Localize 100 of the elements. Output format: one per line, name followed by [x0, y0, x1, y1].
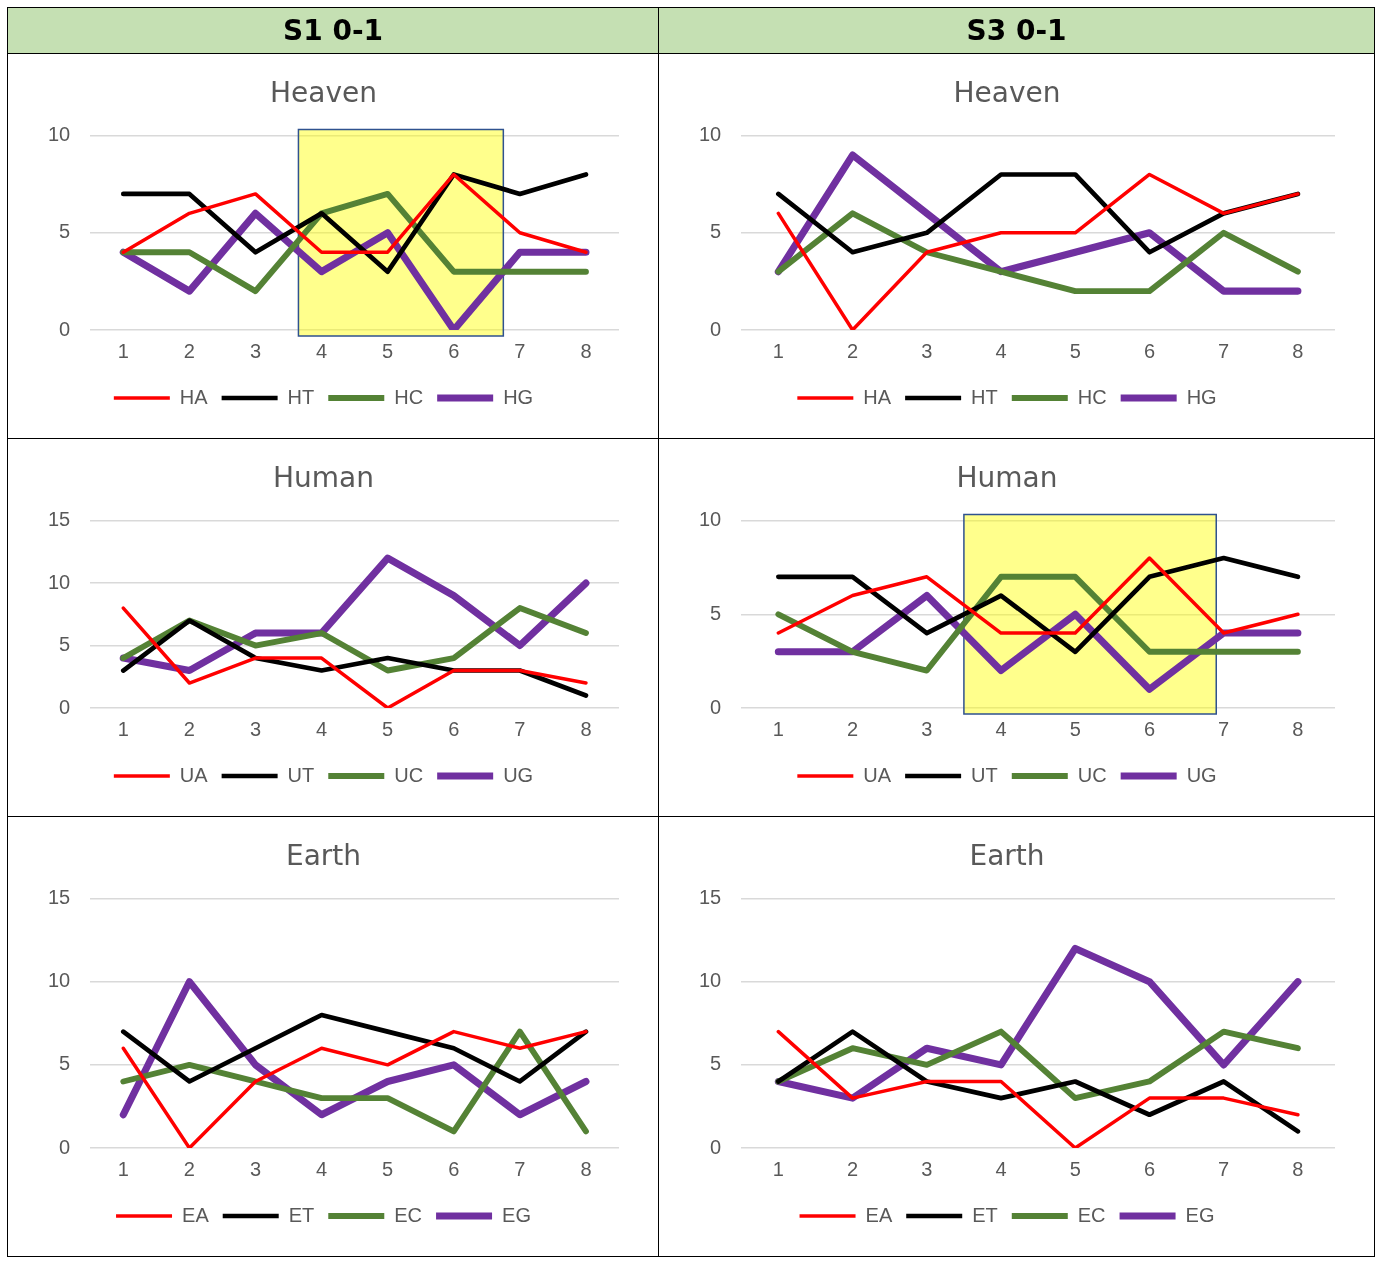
y-tick-label: 10	[699, 123, 722, 146]
text: S3 0-1	[659, 8, 1375, 54]
y-tick-label: 0	[59, 1135, 71, 1158]
x-tick-label: 2	[847, 717, 859, 740]
chart-title: Human	[273, 461, 374, 495]
legend-label: ET	[972, 1203, 998, 1226]
x-tick-label: 6	[1143, 1157, 1156, 1180]
x-tick-label: 7	[514, 1157, 526, 1180]
legend-label: HC	[1077, 385, 1107, 408]
y-tick-label: 10	[699, 508, 722, 531]
x-tick-label: 6	[1143, 717, 1156, 740]
legend-label: UC	[1077, 763, 1107, 786]
x-tick-label: 5	[382, 1157, 394, 1180]
x-tick-label: 7	[1218, 339, 1230, 362]
x-tick-label: 6	[448, 717, 460, 740]
x-tick-label: 3	[921, 339, 933, 362]
x-tick-label: 4	[316, 1157, 328, 1180]
chart-title: Earth	[969, 839, 1045, 873]
x-tick-label: 5	[1069, 339, 1081, 362]
x-tick-label: 2	[847, 339, 859, 362]
legend-label: HT	[287, 385, 315, 408]
legend-label: UC	[394, 763, 424, 786]
text: S1 0-1	[8, 8, 659, 54]
x-tick-label: 1	[117, 1157, 129, 1180]
y-tick-label: 0	[710, 695, 722, 718]
x-tick-label: 3	[921, 1157, 933, 1180]
x-tick-label: 8	[1292, 717, 1304, 740]
y-tick-label: 5	[59, 1052, 71, 1075]
x-tick-label: 3	[249, 339, 262, 362]
legend-label: EA	[182, 1203, 210, 1226]
legend-label: HT	[971, 385, 998, 408]
chart-title: Human	[956, 461, 1058, 495]
x-tick-label: 6	[448, 1157, 460, 1180]
legend-label: HC	[394, 385, 424, 408]
x-tick-label: 1	[772, 1157, 784, 1180]
x-tick-label: 4	[995, 339, 1007, 362]
x-tick-label: 6	[448, 339, 460, 362]
legend-label: EC	[394, 1203, 423, 1226]
chart-title: Heaven	[270, 76, 377, 110]
x-tick-label: 7	[514, 339, 526, 362]
legend-label: EG	[502, 1203, 531, 1226]
x-tick-label: 2	[183, 717, 195, 740]
legend-label: HG	[503, 385, 534, 408]
legend-label: ET	[288, 1203, 315, 1226]
y-tick-label: 0	[710, 1135, 722, 1158]
x-tick-label: 5	[1069, 717, 1081, 740]
x-tick-label: 5	[1069, 1157, 1081, 1180]
legend-label: HG	[1186, 385, 1217, 408]
y-tick-label: 15	[699, 886, 722, 909]
y-tick-label: 5	[710, 601, 722, 624]
x-tick-label: 1	[772, 717, 784, 740]
legend-label: EG	[1185, 1203, 1215, 1226]
x-tick-label: 4	[316, 339, 328, 362]
x-tick-label: 8	[1292, 339, 1304, 362]
x-tick-label: 2	[183, 339, 195, 362]
legend-label: UT	[971, 763, 998, 786]
chart-title: Heaven	[953, 76, 1061, 110]
y-tick-label: 10	[48, 969, 71, 992]
y-tick-label: 10	[48, 123, 71, 146]
x-tick-label: 3	[921, 717, 933, 740]
legend-label: UG	[503, 763, 534, 786]
y-tick-label: 15	[48, 508, 71, 531]
x-tick-label: 8	[1292, 1157, 1304, 1180]
x-tick-label: 3	[249, 1157, 262, 1180]
x-tick-label: 2	[183, 1157, 195, 1180]
y-tick-label: 10	[699, 969, 722, 992]
x-tick-label: 1	[117, 717, 129, 740]
chart-title: Earth	[285, 839, 362, 873]
x-tick-label: 8	[580, 339, 592, 362]
legend-label: EC	[1077, 1203, 1106, 1226]
y-tick-label: 0	[59, 695, 71, 718]
y-tick-label: 0	[710, 317, 722, 340]
x-tick-label: 7	[1218, 717, 1230, 740]
x-tick-label: 1	[772, 339, 784, 362]
x-tick-label: 1	[117, 339, 129, 362]
x-tick-label: 2	[847, 1157, 859, 1180]
x-tick-label: 5	[382, 717, 394, 740]
x-tick-label: 7	[514, 717, 526, 740]
legend-label: HA	[863, 385, 892, 408]
y-tick-label: 5	[710, 220, 722, 243]
y-tick-label: 15	[48, 886, 71, 909]
legend-label: UT	[287, 763, 315, 786]
legend-label: UA	[179, 763, 209, 786]
x-tick-label: 6	[1143, 339, 1156, 362]
y-tick-label: 5	[59, 220, 71, 243]
x-tick-label: 8	[580, 717, 592, 740]
x-tick-label: 8	[580, 1157, 592, 1180]
x-tick-label: 4	[316, 717, 328, 740]
y-tick-label: 10	[48, 570, 71, 593]
legend-label: EA	[865, 1203, 893, 1226]
y-tick-label: 5	[59, 633, 71, 656]
x-tick-label: 4	[995, 717, 1007, 740]
y-tick-label: 0	[59, 317, 71, 340]
x-tick-label: 7	[1218, 1157, 1230, 1180]
x-tick-label: 5	[382, 339, 394, 362]
legend-label: HA	[179, 385, 209, 408]
legend-label: UG	[1186, 763, 1217, 786]
x-tick-label: 3	[249, 717, 262, 740]
legend-label: UA	[863, 763, 892, 786]
x-tick-label: 4	[995, 1157, 1007, 1180]
